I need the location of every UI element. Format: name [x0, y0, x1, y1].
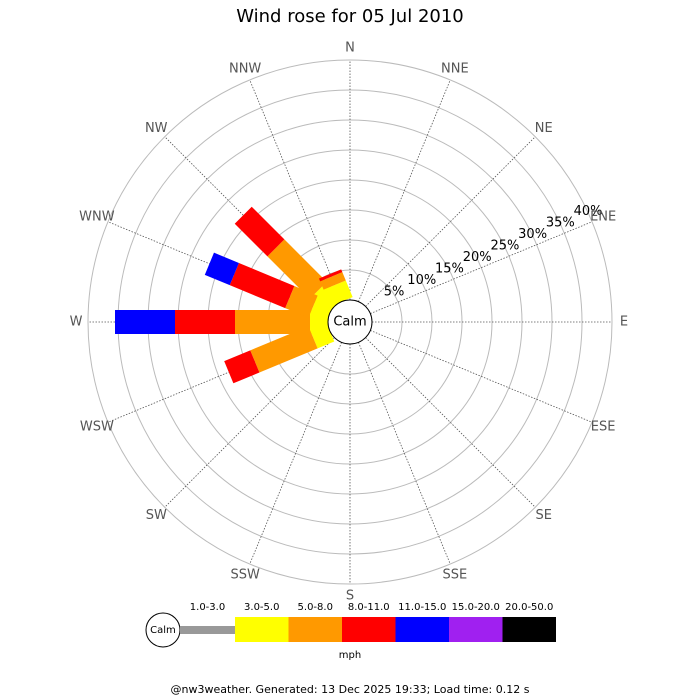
direction-label: NW	[145, 121, 168, 136]
footer: @nw3weather. Generated: 13 Dec 2025 19:3…	[171, 683, 530, 696]
legend-swatch	[395, 617, 449, 642]
legend-calm-label: Calm	[150, 625, 176, 636]
rose-segment	[323, 280, 353, 307]
calm-circle	[327, 299, 373, 345]
direction-line	[370, 221, 593, 314]
direction-label: WNW	[79, 210, 115, 225]
rose-segment	[175, 310, 235, 334]
r-tick-label: 15%	[435, 262, 464, 277]
chart-title: Wind rose for 05 Jul 2010	[236, 6, 464, 27]
r-tick-label: 20%	[463, 250, 492, 265]
direction-label: NNW	[229, 61, 261, 76]
calm-label: Calm	[333, 315, 366, 330]
legend-swatch	[288, 617, 342, 642]
rose-segment	[224, 350, 260, 384]
rose-segment	[267, 239, 327, 299]
direction-line	[358, 342, 451, 565]
direction-label: SSW	[230, 568, 260, 583]
legend-swatch	[449, 617, 503, 642]
direction-label: SE	[536, 508, 552, 523]
rose-segment	[115, 310, 175, 334]
legend-label: 8.0-11.0	[348, 602, 390, 613]
direction-line	[365, 337, 536, 508]
rose-segment	[204, 252, 239, 286]
direction-line	[164, 337, 335, 508]
legend-label: 3.0-5.0	[244, 602, 279, 613]
grid-ring	[87, 59, 613, 585]
legend-swatch	[235, 617, 289, 642]
rose-segment	[229, 263, 295, 309]
r-tick-label: 40%	[574, 204, 603, 219]
direction-line	[249, 79, 342, 302]
legend-label: 20.0-50.0	[505, 602, 553, 613]
r-tick-label: 25%	[490, 239, 519, 254]
legend-label: 5.0-8.0	[298, 602, 333, 613]
direction-label: ESE	[591, 419, 616, 434]
rose-segment	[250, 326, 318, 373]
rose-segment	[320, 272, 346, 290]
direction-label: SW	[146, 508, 167, 523]
legend-swatch	[502, 617, 556, 642]
direction-label: S	[346, 589, 354, 604]
legend-label: 15.0-20.0	[452, 602, 500, 613]
direction-label: WSW	[80, 419, 114, 434]
legend-label: 11.0-15.0	[398, 602, 446, 613]
direction-label: NE	[535, 121, 553, 136]
direction-label: NNE	[441, 61, 469, 76]
legend-label: 1.0-3.0	[190, 602, 225, 613]
rose-segment	[234, 206, 285, 257]
legend-swatch	[342, 617, 396, 642]
direction-line	[249, 342, 342, 565]
direction-line	[358, 79, 451, 302]
direction-line	[370, 330, 593, 423]
direction-label: N	[345, 41, 355, 56]
r-tick-label: 30%	[518, 227, 547, 242]
rose-segment	[319, 269, 343, 282]
direction-label: SSE	[442, 568, 467, 583]
direction-label: ENE	[590, 210, 616, 225]
direction-label: W	[70, 315, 83, 330]
direction-line	[365, 136, 536, 307]
r-tick-label: 35%	[546, 216, 575, 231]
direction-label: E	[620, 315, 628, 330]
rose-segment	[235, 310, 310, 334]
legend-swatch	[180, 626, 235, 634]
r-tick-label: 5%	[384, 285, 405, 300]
r-tick-label: 10%	[407, 273, 436, 288]
legend-unit: mph	[339, 650, 361, 661]
